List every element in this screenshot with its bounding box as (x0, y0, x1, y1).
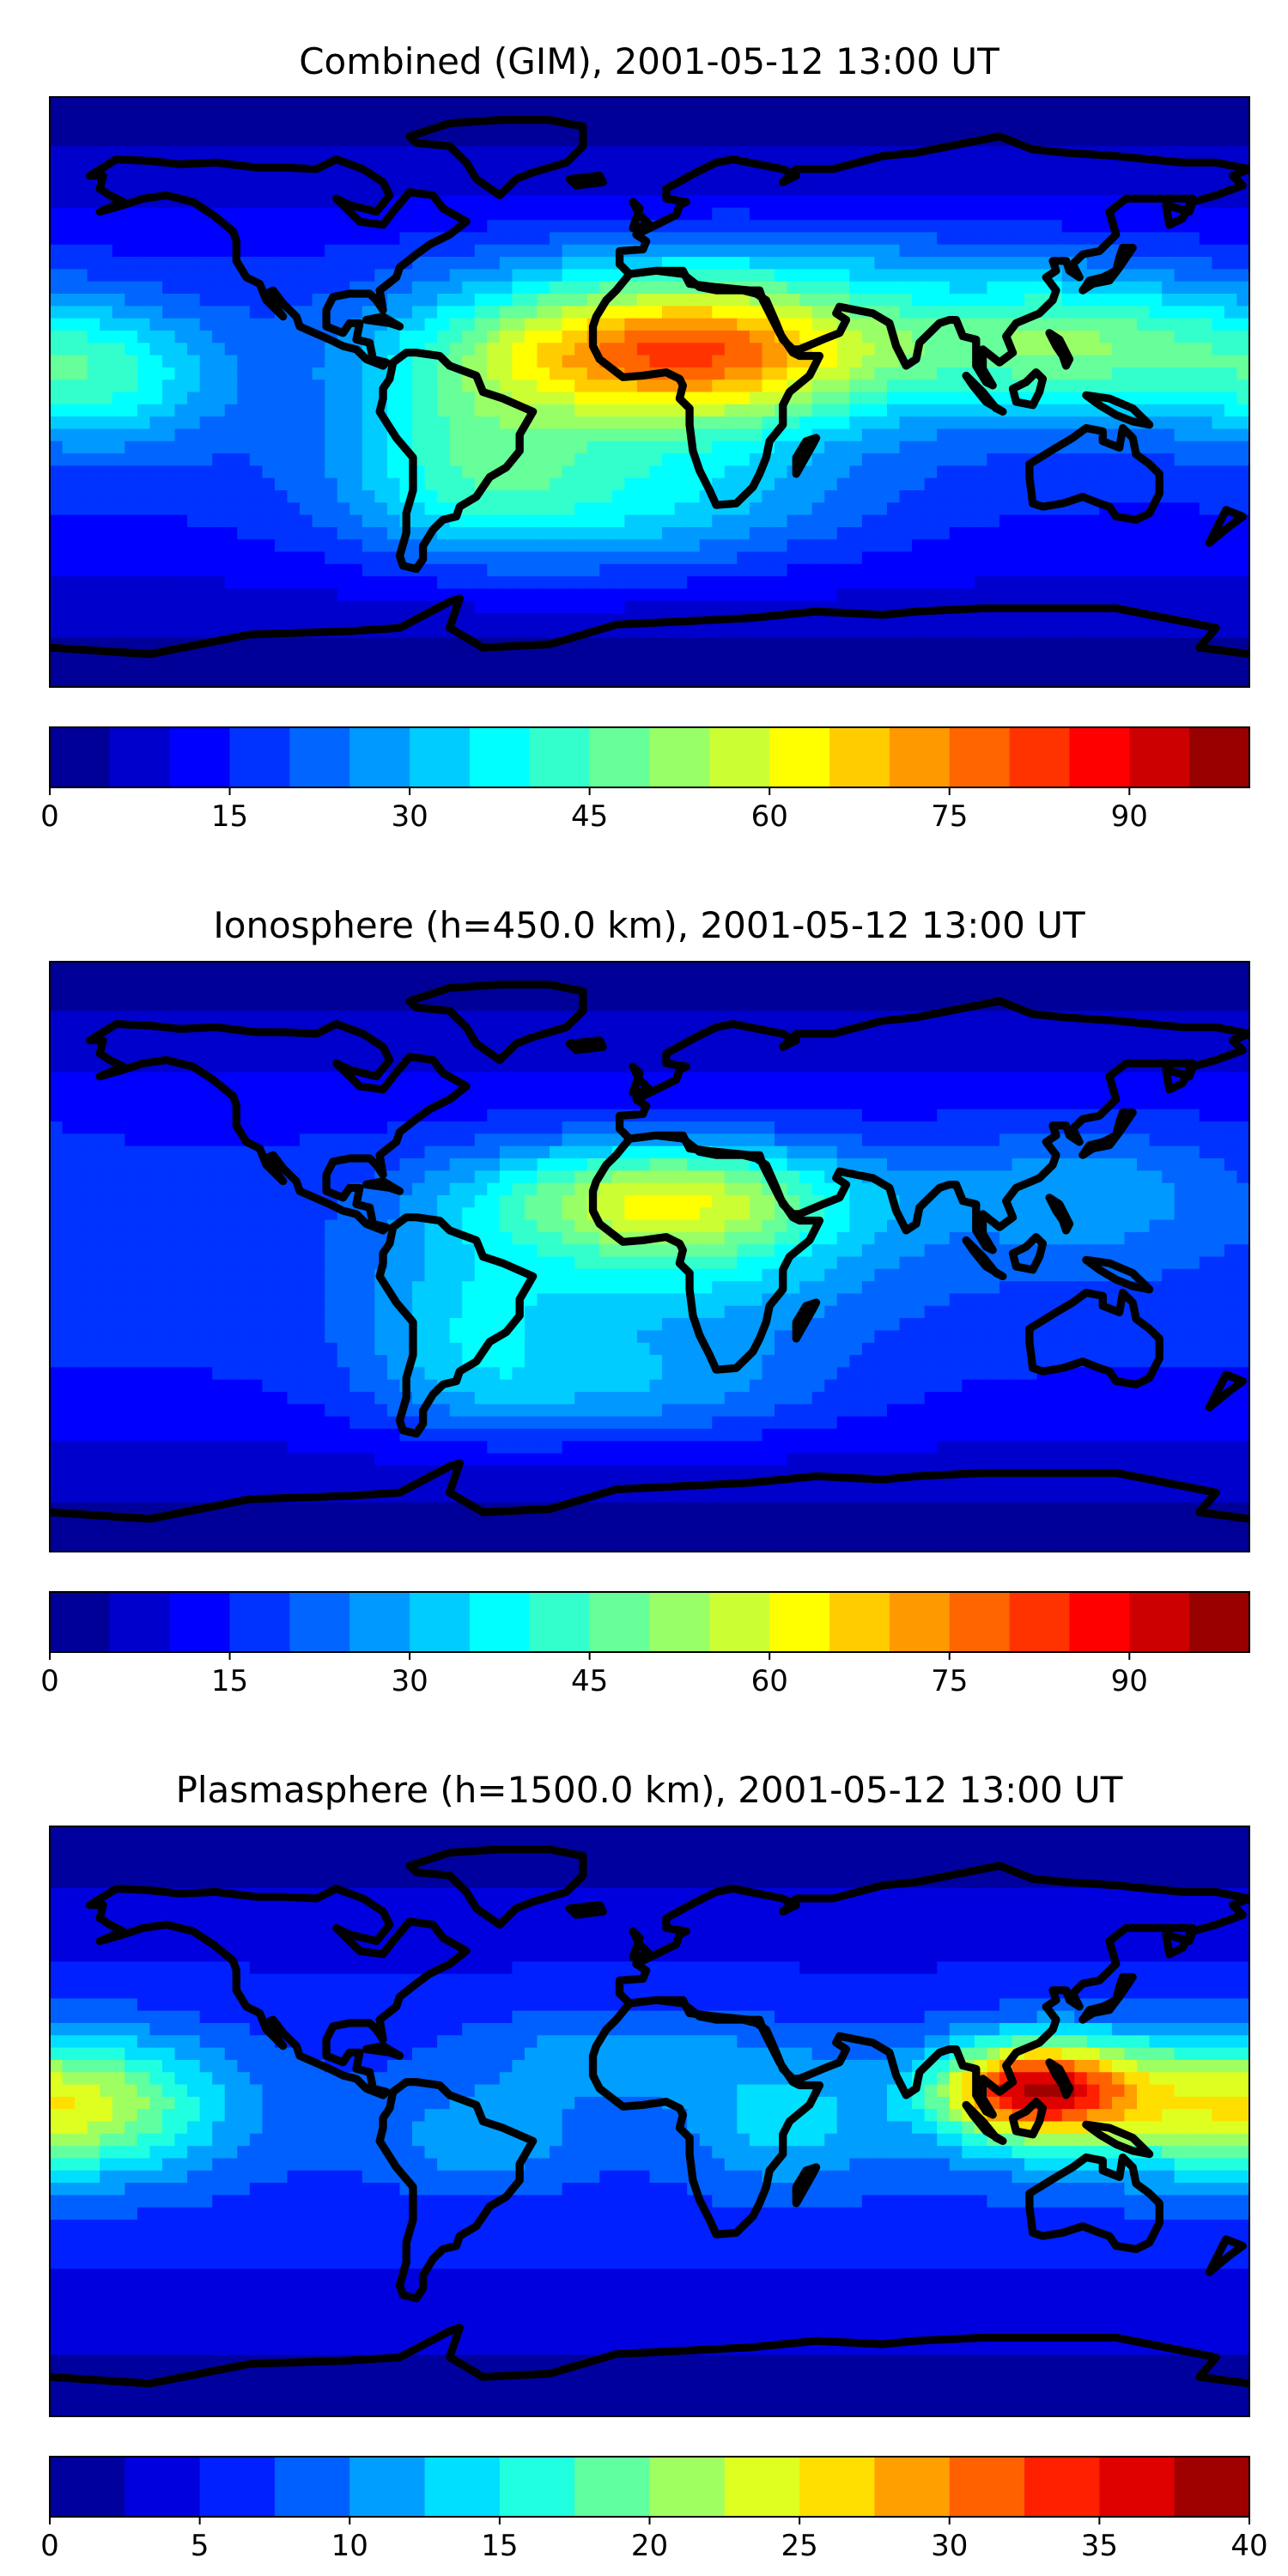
colorbar-segment (349, 1592, 410, 1652)
colorbar: 0 15 30 45 60 75 90 (40, 1591, 1250, 1698)
colorbar-segment (649, 2457, 726, 2517)
colorbar-tick-label: 90 (1111, 1664, 1148, 1698)
colorbar-segment (125, 2457, 201, 2517)
colorbar-segment (229, 727, 290, 787)
colorbar-tick-label: 40 (1230, 2529, 1267, 2563)
panel-plasmasphere: Plasmasphere (h=1500.0 km), 2001-05-12 1… (40, 1769, 1267, 2563)
colorbar-segment (574, 2457, 651, 2517)
colorbar-tick-label: 0 (40, 2529, 59, 2563)
colorbar-tick-label: 45 (571, 799, 608, 834)
colorbar-segment (589, 1592, 651, 1652)
colorbar-segment (169, 1592, 231, 1652)
colorbar-segment (649, 727, 710, 787)
colorbar-segment (229, 1592, 290, 1652)
colorbar-segment (50, 1592, 111, 1652)
colorbar-segment (499, 2457, 575, 2517)
colorbar-tick-label: 15 (211, 799, 248, 834)
colorbar-segment (1069, 727, 1130, 787)
colorbar-segment (50, 727, 111, 787)
colorbar-segment (1129, 1592, 1190, 1652)
colorbar-segment (724, 2457, 800, 2517)
colorbar-tick-label: 15 (481, 2529, 518, 2563)
colorbar-segment (1189, 727, 1250, 787)
colorbar-segment (1009, 727, 1071, 787)
colorbar-tick-label: 0 (40, 799, 59, 834)
colorbar: 0 15 30 45 60 75 90 (40, 726, 1250, 834)
colorbar-segment (529, 1592, 591, 1652)
colorbar-segment (274, 2457, 350, 2517)
colorbar-segment (169, 727, 231, 787)
colorbar-segment (949, 2457, 1025, 2517)
colorbar-segment (289, 1592, 350, 1652)
panel-ionosphere: Ionosphere (h=450.0 km), 2001-05-12 13:0… (40, 904, 1250, 1698)
colorbar-tick-label: 75 (931, 1664, 968, 1698)
colorbar-tick-label: 60 (751, 799, 788, 834)
colorbar-segment (709, 727, 770, 787)
colorbar-tick-label: 0 (40, 1664, 59, 1698)
colorbar-segment (949, 727, 1011, 787)
colorbar-segment (949, 1592, 1011, 1652)
colorbar-segment (424, 2457, 501, 2517)
panel-combined: Combined (GIM), 2001-05-12 13:00 UT 0 15 3… (40, 40, 1250, 834)
colorbar-segment (289, 727, 350, 787)
colorbar-segment (709, 1592, 770, 1652)
colorbar-segment (799, 2457, 876, 2517)
colorbar-segment (349, 727, 410, 787)
colorbar-tick-label: 20 (631, 2529, 668, 2563)
colorbar-tick-label: 30 (931, 2529, 968, 2563)
map-field (50, 1826, 1249, 2416)
colorbar-segment (349, 2457, 426, 2517)
colorbar-segment (589, 727, 651, 787)
colorbar-segment (889, 727, 951, 787)
panel-title: Combined (GIM), 2001-05-12 13:00 UT (299, 40, 999, 82)
colorbar-segment (829, 1592, 890, 1652)
colorbar-tick-label: 35 (1081, 2529, 1118, 2563)
colorbar-segment (874, 2457, 951, 2517)
colorbar-segment (410, 1592, 471, 1652)
colorbar-segment (649, 1592, 710, 1652)
colorbar-segment (1099, 2457, 1176, 2517)
colorbar-segment (50, 2457, 125, 2517)
colorbar-segment (1024, 2457, 1100, 2517)
map-field (50, 97, 1249, 687)
colorbar-segment (109, 727, 171, 787)
colorbar-segment (1069, 1592, 1130, 1652)
colorbar-segment (1174, 2457, 1250, 2517)
colorbar-segment (469, 727, 531, 787)
colorbar-segment (769, 1592, 830, 1652)
colorbar-segment (889, 1592, 951, 1652)
colorbar-segment (529, 727, 591, 787)
colorbar-tick-label: 60 (751, 1664, 788, 1698)
map-frame (49, 961, 1250, 1552)
colorbar-segment (199, 2457, 276, 2517)
map-field (50, 962, 1249, 1552)
colorbar-tick-label: 15 (211, 1664, 248, 1698)
colorbar-segment (109, 1592, 171, 1652)
colorbar-frame (49, 1591, 1250, 1653)
colorbar-segment (1129, 727, 1190, 787)
colorbar-segment (829, 727, 890, 787)
colorbar-segment (410, 727, 471, 787)
panel-title: Ionosphere (h=450.0 km), 2001-05-12 13:0… (213, 904, 1085, 946)
colorbar-frame (49, 726, 1250, 788)
colorbar: 0 5 10 15 20 25 30 35 40 (40, 2456, 1268, 2563)
colorbar-tick-label: 25 (781, 2529, 817, 2563)
colorbar-tick-label: 45 (571, 1664, 608, 1698)
colorbar-segment (1009, 1592, 1071, 1652)
colorbar-tick-label: 10 (331, 2529, 368, 2563)
colorbar-tick-label: 90 (1111, 799, 1148, 834)
map-frame (49, 96, 1250, 688)
colorbar-segment (1189, 1592, 1250, 1652)
colorbar-tick-label: 5 (191, 2529, 210, 2563)
colorbar-segment (769, 727, 830, 787)
map-frame (49, 1826, 1250, 2417)
colorbar-segment (469, 1592, 531, 1652)
panel-title: Plasmasphere (h=1500.0 km), 2001-05-12 1… (176, 1769, 1123, 1811)
colorbar-tick-label: 30 (391, 1664, 428, 1698)
colorbar-tick-label: 30 (391, 799, 428, 834)
colorbar-tick-label: 75 (931, 799, 968, 834)
